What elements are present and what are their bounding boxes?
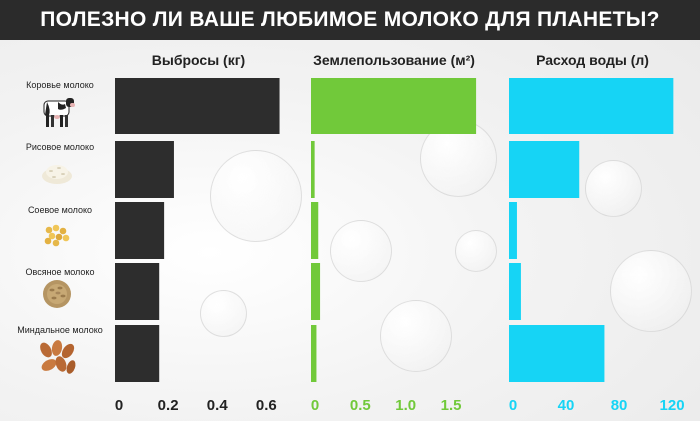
tick-label-emissions: 0.2 — [157, 397, 179, 414]
tick-label-land: 0 — [310, 397, 320, 414]
tick-label-emissions: 0 — [114, 397, 124, 414]
tick-label-water: 80 — [610, 397, 628, 414]
bar-water-rice — [509, 141, 580, 198]
milk-bubble — [210, 150, 302, 242]
category-label-soy: Соевое молоко — [27, 205, 93, 215]
tick-label-water: 120 — [659, 397, 685, 414]
panel-title-emissions: Выбросы (кг) — [151, 52, 246, 68]
tick-label-water: 40 — [557, 397, 575, 414]
milk-bubble — [380, 300, 452, 372]
bar-water-cow — [509, 78, 674, 134]
tick-label-land: 1.0 — [395, 397, 417, 414]
bar-land-cow — [311, 78, 477, 134]
milk-bubble — [585, 160, 642, 217]
milk-bubble — [200, 290, 247, 337]
tick-label-land: 1.5 — [440, 397, 462, 414]
bar-emissions-almond — [115, 325, 160, 382]
milk-bubble — [610, 250, 692, 332]
bar-land-oat — [311, 263, 321, 320]
bar-water-soy — [509, 202, 517, 259]
bar-emissions-cow — [115, 78, 280, 134]
bar-emissions-soy — [115, 202, 165, 259]
soy-icon — [44, 224, 70, 247]
bar-land-soy — [311, 202, 319, 259]
oat-icon — [43, 280, 71, 308]
almond-icon — [40, 340, 76, 374]
chart-title: ПОЛЕЗНО ЛИ ВАШЕ ЛЮБИМОЕ МОЛОКО ДЛЯ ПЛАНЕ… — [40, 8, 660, 31]
category-label-almond: Миндальное молоко — [17, 325, 103, 335]
category-label-oat: Овсяное молоко — [25, 267, 95, 277]
bar-land-almond — [311, 325, 317, 382]
panel-title-water: Расход воды (л) — [536, 52, 649, 68]
tick-label-water: 0 — [508, 397, 518, 414]
bar-emissions-oat — [115, 263, 160, 320]
tick-label-emissions: 0.4 — [206, 397, 228, 414]
bar-emissions-rice — [115, 141, 174, 198]
milk-bubble — [330, 220, 392, 282]
tick-label-emissions: 0.6 — [255, 397, 277, 414]
rice-icon — [42, 165, 72, 184]
tick-label-land: 0.5 — [349, 397, 371, 414]
category-label-rice: Рисовое молоко — [25, 142, 95, 152]
bar-water-almond — [509, 325, 605, 382]
bar-water-oat — [509, 263, 521, 320]
milk-bubble — [455, 230, 497, 272]
bar-land-rice — [311, 141, 315, 198]
category-label-cow: Коровье молоко — [26, 80, 94, 90]
panel-title-land: Землепользование (м²) — [313, 52, 475, 68]
cow-icon — [43, 98, 75, 127]
title-bar — [0, 0, 700, 40]
